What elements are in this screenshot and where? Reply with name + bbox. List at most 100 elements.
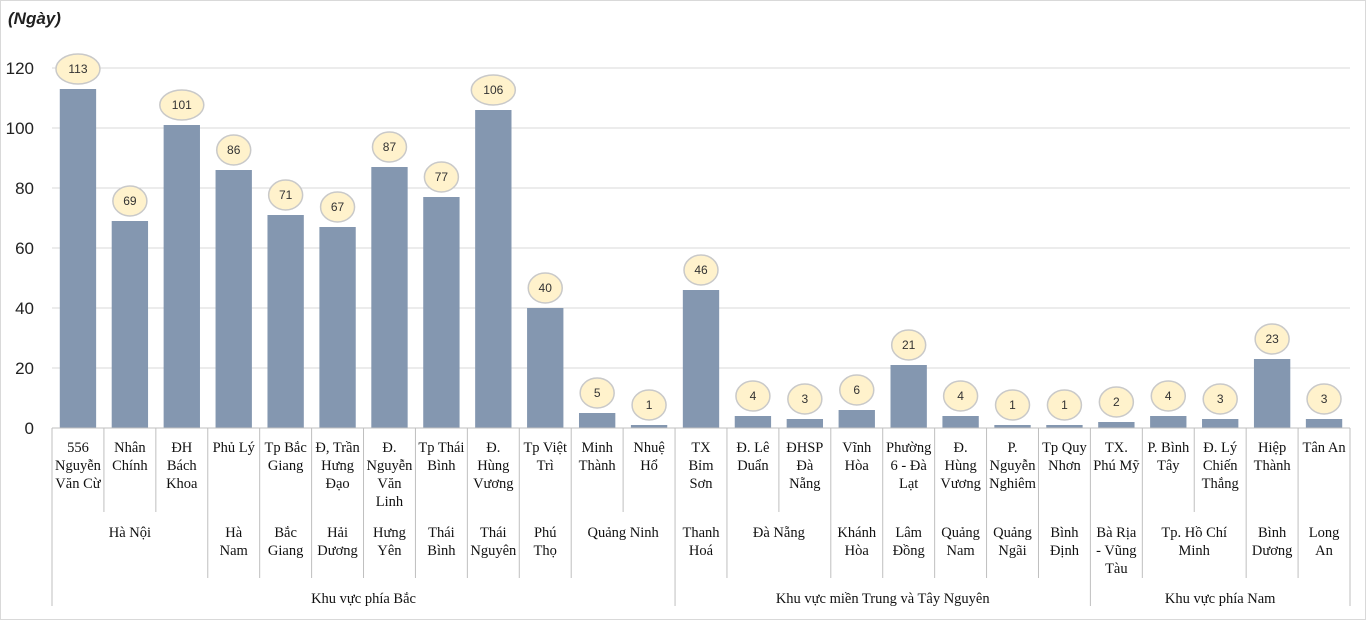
province-label: Bà Rịa - Vũng Tàu	[1096, 525, 1137, 577]
region-label: Khu vực phía Bắc	[311, 591, 416, 607]
x-tick-label: Phủ Lý	[213, 440, 256, 456]
data-label: 4	[1165, 389, 1172, 403]
province-label: Bình Dương	[1252, 525, 1293, 559]
data-label-bubble	[1150, 380, 1187, 412]
x-tick-label: Đ. Hùng Vương	[473, 440, 514, 492]
data-label-bubble	[112, 185, 148, 217]
data-label: 1	[646, 398, 653, 412]
y-tick-label: 20	[15, 359, 34, 378]
x-tick-label: TX. Phú Mỹ	[1093, 440, 1140, 474]
bar	[1150, 416, 1187, 428]
x-tick-label: Đ. Lê Duẩn	[736, 440, 769, 474]
data-label: 77	[435, 170, 449, 184]
x-tick-label: Phường 6 - Đà Lạt	[886, 440, 931, 492]
data-label-bubble	[787, 383, 823, 415]
x-tick-label: Hiệp Thành	[1254, 440, 1292, 474]
data-label: 87	[383, 140, 397, 154]
data-label: 3	[1321, 392, 1328, 406]
data-label: 86	[227, 143, 241, 157]
bar	[371, 167, 408, 428]
data-label: 113	[68, 62, 87, 76]
data-label-bubble	[470, 74, 517, 106]
data-label: 106	[483, 83, 503, 97]
bar	[475, 110, 512, 428]
data-label: 3	[801, 392, 808, 406]
bar	[163, 125, 200, 428]
x-tick-label: Tp Bắc Giang	[264, 440, 306, 474]
data-label-bubble	[55, 53, 101, 85]
bar	[111, 221, 149, 428]
y-axis: 0 20 40 60 80 100 120	[6, 59, 34, 438]
province-label: Long An	[1309, 525, 1340, 559]
province-label: Bình Định	[1050, 525, 1080, 559]
x-tick-label: Đ. Hùng Vương	[940, 440, 981, 492]
x-tick-label: P. Bình Tây	[1147, 440, 1190, 474]
data-label: 4	[750, 389, 757, 403]
province-label: Hà Nội	[109, 525, 151, 541]
data-label-bubble	[1306, 383, 1342, 415]
x-tick-label: ĐH Bách Khoa	[166, 440, 198, 492]
bar	[578, 413, 616, 428]
y-tick-label: 120	[6, 59, 34, 78]
data-label-bubble	[1254, 323, 1290, 355]
bar	[734, 416, 772, 428]
data-label: 2	[1113, 395, 1120, 409]
data-label: 1	[1061, 398, 1068, 412]
province-label: Quảng Ninh	[587, 525, 659, 541]
province-label: Tp. Hồ Chí Minh	[1161, 525, 1227, 559]
bars	[59, 89, 1343, 428]
x-tick-label: Vĩnh Hòa	[842, 440, 872, 474]
province-label: Bắc Giang	[268, 525, 303, 559]
bar	[786, 419, 824, 428]
province-label: Phú Thọ	[534, 525, 557, 559]
bar	[527, 308, 564, 428]
x-tick-label: Đ, Trần Hưng Đạo	[315, 440, 360, 492]
bar	[1202, 419, 1239, 428]
data-label-bubble	[267, 179, 304, 211]
data-label-bubble	[683, 254, 719, 286]
x-tick-label: P. Nguyễn Nghiêm	[989, 440, 1036, 492]
data-label: 46	[694, 263, 708, 277]
data-label: 6	[853, 383, 860, 397]
x-tick-label: Nhuệ Hổ	[633, 440, 664, 474]
unit-label: (Ngày)	[8, 9, 61, 28]
data-label-bubble	[1046, 389, 1083, 421]
bar	[1098, 422, 1135, 428]
bar	[1253, 359, 1291, 428]
data-label: 5	[594, 386, 601, 400]
x-tick-label: Tp Quy Nhơn	[1042, 440, 1087, 474]
data-label: 40	[539, 281, 553, 295]
data-label: 69	[123, 194, 137, 208]
data-label: 4	[957, 389, 964, 403]
data-label-bubble	[735, 380, 771, 412]
province-label: Thanh Hoá	[682, 525, 720, 559]
x-tick-label: TX Bỉm Sơn	[689, 440, 715, 492]
data-label-bubble	[839, 374, 875, 406]
province-label: Lâm Đồng	[893, 525, 925, 559]
data-label-bubble	[215, 134, 252, 166]
x-tick-label: Đ. Nguyễn Văn Linh	[367, 440, 414, 510]
y-tick-label: 40	[15, 299, 34, 318]
bar	[1305, 419, 1343, 428]
x-tick-label: 556 Nguyễn Văn Cừ	[55, 440, 102, 492]
data-label: 71	[279, 188, 293, 202]
x-tick-label: Đ. Lý Chiến Thắng	[1202, 440, 1239, 492]
data-label: 1	[1009, 398, 1016, 412]
x-tick-label: ĐHSP Đà Nẵng	[786, 440, 823, 492]
bar	[59, 89, 97, 428]
x-tick-label: Tp Thái Bình	[418, 440, 464, 474]
bar	[890, 365, 927, 428]
data-label-bubble	[1098, 386, 1135, 418]
bar	[942, 416, 979, 428]
province-label: Thái Bình	[427, 525, 456, 559]
bar	[630, 425, 668, 428]
x-tick-label: Tân An	[1302, 440, 1346, 456]
x-tick-label: Minh Thành	[579, 440, 617, 474]
data-label-bubble	[527, 272, 563, 304]
province-label: Khánh Hòa	[837, 525, 876, 559]
data-label: 21	[902, 338, 916, 352]
data-label: 101	[172, 98, 192, 112]
y-tick-label: 80	[15, 179, 34, 198]
